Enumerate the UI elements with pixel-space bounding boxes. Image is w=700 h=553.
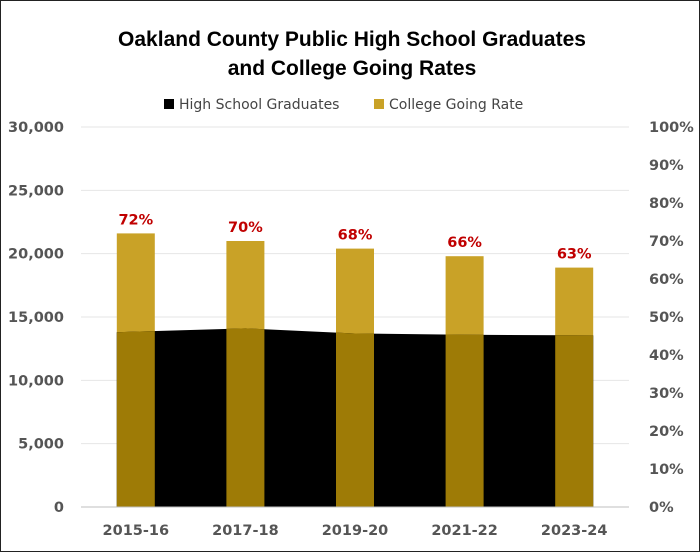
left-tick-label: 10,000 xyxy=(8,373,64,389)
right-tick-label: 70% xyxy=(649,234,684,250)
left-tick-label: 25,000 xyxy=(8,183,64,199)
rate-bar-overlap xyxy=(116,328,155,507)
legend: High School Graduates College Going Rate xyxy=(164,97,523,113)
rate-bar-overlap xyxy=(226,328,265,507)
right-tick-label: 60% xyxy=(649,272,684,288)
data-label: 66% xyxy=(447,235,482,251)
right-tick-label: 10% xyxy=(649,462,684,478)
left-axis-ticks: 0 5,000 10,000 15,000 20,000 25,000 30,000 xyxy=(8,120,64,516)
chart-title-line-1: Oakland County Public High School Gradua… xyxy=(118,28,586,51)
rate-bar-overlap xyxy=(445,328,484,507)
right-tick-label: 90% xyxy=(649,158,684,174)
legend-swatch-rate xyxy=(374,99,384,109)
legend-label-rate: College Going Rate xyxy=(389,97,523,113)
left-tick-label: 15,000 xyxy=(8,310,64,326)
x-tick-label: 2023-24 xyxy=(541,523,608,539)
x-tick-label: 2021-22 xyxy=(431,523,498,539)
right-tick-label: 30% xyxy=(649,386,684,402)
right-tick-label: 100% xyxy=(649,120,694,136)
x-tick-label: 2019-20 xyxy=(322,523,389,539)
right-tick-label: 40% xyxy=(649,348,684,364)
data-label: 72% xyxy=(118,212,153,228)
left-tick-label: 20,000 xyxy=(8,247,64,263)
chart-title-line-2: and College Going Rates xyxy=(228,57,477,80)
data-labels: 72% 70% 68% 66% 63% xyxy=(118,212,592,262)
right-tick-label: 20% xyxy=(649,424,684,440)
right-tick-label: 0% xyxy=(649,500,674,516)
legend-label-graduates: High School Graduates xyxy=(179,97,339,113)
rate-bar-overlap xyxy=(555,328,594,507)
right-tick-label: 50% xyxy=(649,310,684,326)
left-tick-label: 5,000 xyxy=(18,437,64,453)
data-label: 63% xyxy=(557,247,592,263)
right-tick-label: 80% xyxy=(649,196,684,212)
left-tick-label: 30,000 xyxy=(8,120,64,136)
x-tick-label: 2015-16 xyxy=(103,523,170,539)
rate-bar-overlap xyxy=(336,328,374,507)
data-label: 68% xyxy=(338,228,373,244)
right-axis-ticks: 0% 10% 20% 30% 40% 50% 60% 70% 80% 90% 100% xyxy=(649,120,694,516)
x-axis-ticks: 2015-16 2017-18 2019-20 2021-22 2023-24 xyxy=(103,523,608,539)
data-label: 70% xyxy=(228,220,263,236)
left-tick-label: 0 xyxy=(54,500,64,516)
legend-swatch-graduates xyxy=(164,99,174,109)
x-tick-label: 2017-18 xyxy=(212,523,279,539)
bar-area-overlaps xyxy=(116,328,594,507)
